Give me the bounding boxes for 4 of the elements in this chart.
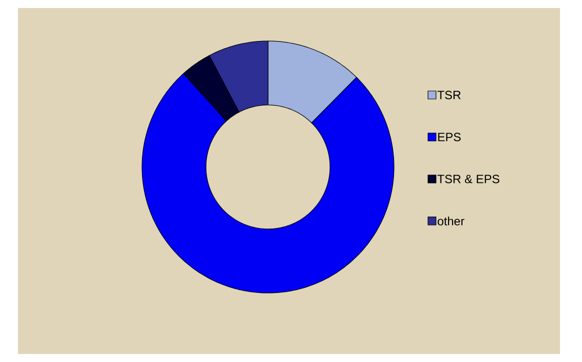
legend-label: other [438,216,464,226]
legend-label: TSR & EPS [437,174,500,184]
legend-label: EPS [438,132,461,142]
legend-label: TSR [437,90,461,100]
